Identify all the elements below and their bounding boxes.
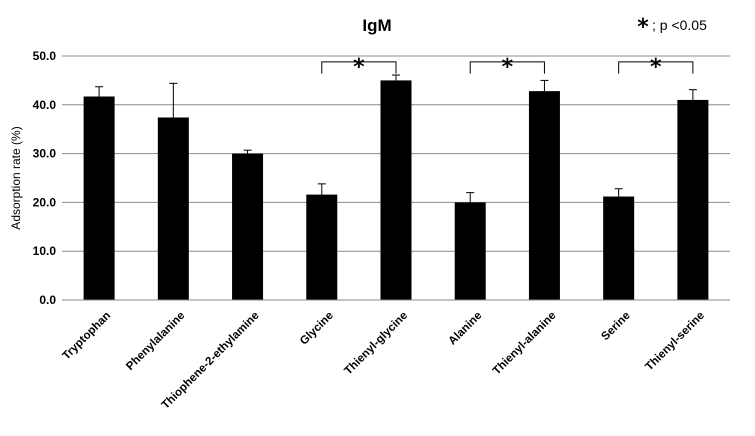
- y-tick-label: 20.0: [33, 195, 57, 209]
- bar-glycine: [306, 194, 338, 300]
- x-tick-label: Alanine: [446, 310, 484, 348]
- significance-star: *: [650, 55, 662, 80]
- bar-thienyl-glycine: [380, 80, 412, 301]
- y-tick-label: 50.0: [33, 49, 57, 63]
- significance-star: *: [353, 55, 365, 80]
- y-tick-labels: 0.0 10.0 20.0 30.0 40.0 50.0: [33, 49, 57, 307]
- y-tick-label: 10.0: [33, 244, 57, 258]
- x-tick-label: Serine: [599, 310, 632, 343]
- x-tick-label: Thienyl-alanine: [491, 310, 559, 378]
- legend-star: *: [637, 15, 649, 40]
- chart-title: IgM: [362, 16, 391, 35]
- y-tick-label: 30.0: [33, 147, 57, 161]
- bar-thienyl-serine: [677, 99, 709, 300]
- x-tick-label: Phenylalanine: [124, 310, 187, 373]
- bar-phenylalanine: [157, 117, 189, 300]
- x-tick-label: Glycine: [298, 310, 336, 348]
- x-tick-labels: Tryptophan PhenylalanineThiophene-2-ethyl…: [60, 310, 707, 412]
- x-tick-label: Thienyl-serine: [643, 310, 707, 374]
- significance-bracket: [618, 61, 694, 74]
- significance-star: *: [502, 55, 514, 80]
- bars: [83, 80, 709, 301]
- bar-tryptophan: [83, 96, 115, 300]
- x-tick-label: Thienyl-glycine: [342, 310, 410, 378]
- bar-thiophene-2-ethylamine: [232, 153, 264, 300]
- y-axis-label: Adsorption rate (%): [9, 126, 23, 229]
- x-tick-label: Tryptophan: [60, 310, 113, 363]
- significance-bracket: [469, 61, 545, 74]
- significance-brackets: * * *: [321, 55, 694, 80]
- bar-serine: [603, 196, 635, 300]
- bar-thienyl-alanine: [528, 91, 560, 300]
- significance-legend: * ; p <0.05: [637, 15, 707, 40]
- error-bars: [95, 74, 697, 203]
- significance-bracket: [321, 61, 397, 74]
- y-tick-label: 0.0: [39, 293, 56, 307]
- bar-alanine: [454, 202, 486, 300]
- legend-text: ; p <0.05: [652, 17, 707, 33]
- y-tick-label: 40.0: [33, 98, 57, 112]
